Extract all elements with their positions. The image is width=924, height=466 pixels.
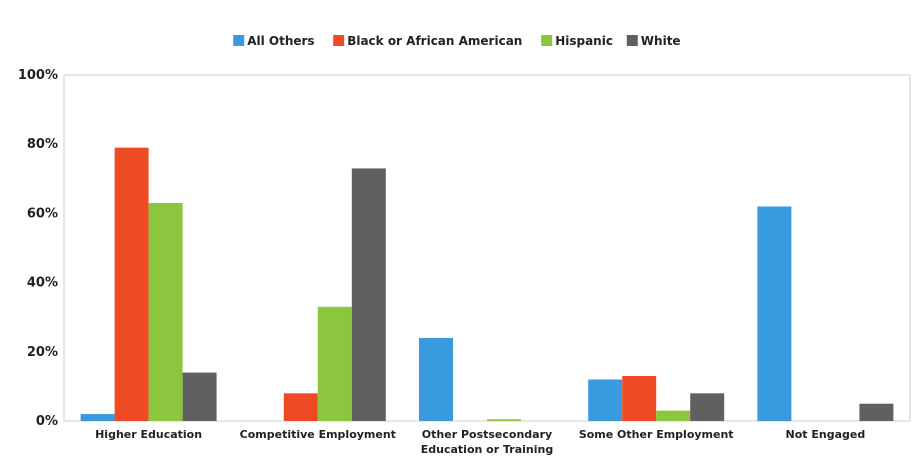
legend-item: All Others bbox=[233, 34, 315, 48]
plot-area: 0% 20% 40% 60% 80% 100% Higher Education Compet… bbox=[18, 68, 911, 456]
bar bbox=[148, 203, 183, 421]
legend-swatch bbox=[233, 35, 245, 46]
x-tick-label: Some Other Employment bbox=[579, 428, 734, 441]
y-tick-label: 0% bbox=[36, 414, 58, 429]
y-tick-label: 60% bbox=[27, 206, 58, 221]
legend: All Others Black or African American Hispa… bbox=[233, 34, 681, 48]
bar bbox=[656, 410, 691, 421]
x-tick-label: Higher Education bbox=[95, 428, 202, 441]
bar bbox=[757, 206, 792, 421]
bar bbox=[80, 414, 115, 421]
legend-label: White bbox=[641, 34, 681, 48]
x-tick-label: Competitive Employment bbox=[240, 428, 396, 441]
y-tick-label: 40% bbox=[27, 276, 58, 291]
bar bbox=[588, 379, 623, 421]
x-tick-label: Other Postsecondary Education or Training bbox=[421, 428, 553, 456]
x-tick-label-line: Higher Education bbox=[95, 428, 202, 441]
bar bbox=[690, 393, 725, 421]
bar bbox=[487, 419, 521, 421]
y-tick-label: 80% bbox=[27, 137, 58, 152]
bar bbox=[351, 168, 386, 421]
x-tick-label-line: Some Other Employment bbox=[579, 428, 734, 441]
bar bbox=[419, 337, 453, 421]
legend-swatch bbox=[626, 35, 638, 46]
x-tick-label-line: Competitive Employment bbox=[240, 428, 396, 441]
legend-label: All Others bbox=[247, 34, 314, 48]
bar bbox=[182, 372, 217, 421]
x-tick-label-line: Other Postsecondary bbox=[422, 428, 552, 441]
legend-item: Black or African American bbox=[333, 34, 522, 48]
legend-swatch bbox=[541, 35, 553, 46]
legend-item: Hispanic bbox=[541, 34, 613, 48]
x-tick-label-line: Not Engaged bbox=[786, 428, 866, 441]
bar bbox=[283, 393, 318, 421]
bar bbox=[622, 376, 657, 421]
legend-label: Black or African American bbox=[347, 34, 522, 48]
bar bbox=[114, 147, 149, 421]
x-tick-label: Not Engaged bbox=[786, 428, 866, 441]
legend-swatch bbox=[333, 35, 345, 46]
bar bbox=[859, 403, 894, 421]
legend-item: White bbox=[626, 34, 681, 48]
legend-label: Hispanic bbox=[555, 34, 613, 48]
y-tick-label: 100% bbox=[18, 68, 58, 83]
y-tick-label: 20% bbox=[27, 345, 58, 360]
x-tick-label-line: Education or Training bbox=[421, 443, 553, 456]
bar bbox=[317, 306, 352, 421]
